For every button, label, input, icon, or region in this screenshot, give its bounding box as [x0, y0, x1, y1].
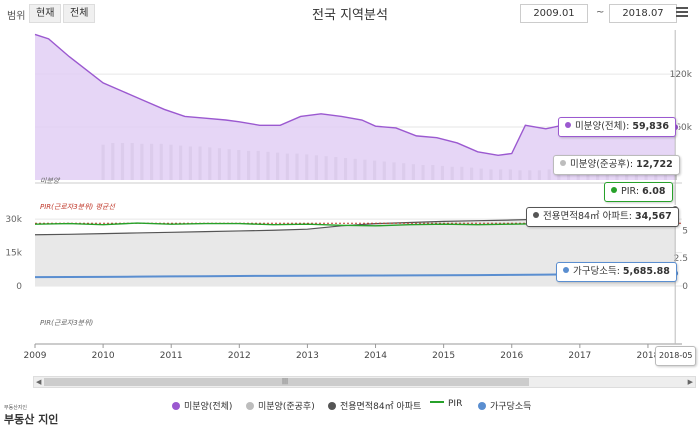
legend-item-income[interactable]: 가구당소득: [478, 399, 531, 412]
legend-line: [430, 401, 444, 403]
legend-item-unsold-total[interactable]: 미분양(전체): [172, 399, 232, 412]
x-tick-label: 2011: [160, 351, 183, 361]
y-tick-label-right: 2.5: [674, 254, 688, 264]
tooltip-unsold-total: 미분양(전체): 59,836: [558, 117, 677, 137]
legend-label: 미분양(준공후): [258, 402, 315, 412]
legend-item-unsold-completed[interactable]: 미분양(준공후): [246, 399, 315, 412]
x-flag-tooltip: 2018-05: [655, 346, 697, 366]
tooltip-dot: [563, 267, 569, 273]
date-from-input[interactable]: 2009.01: [520, 4, 588, 23]
legend-label: 미분양(전체): [184, 402, 233, 412]
range-label: 범위: [7, 11, 26, 22]
scroll-thumb[interactable]: [44, 378, 529, 386]
tooltip-label: 미분양(준공후):: [570, 159, 637, 170]
tooltip-label: 가구당소득:: [573, 266, 623, 277]
y-tick-label-top: 120k: [670, 70, 693, 80]
panel-label-top: 미분양: [40, 177, 60, 185]
page-title: 전국 지역분석: [312, 8, 388, 23]
x-tick-label: 2016: [500, 351, 523, 361]
x-tick-label: 2018: [636, 351, 659, 361]
date-tilde: ~: [596, 7, 605, 18]
x-tick-label: 2013: [296, 351, 319, 361]
logo-small-text: 부동산지인: [4, 405, 28, 411]
legend-dot: [246, 402, 254, 410]
date-to-input[interactable]: 2018.07: [609, 4, 677, 23]
tooltip-dot: [560, 160, 566, 166]
y-tick-label-right: 5: [682, 226, 688, 236]
y-tick-label-top: 60k: [675, 123, 692, 133]
legend-item-apt[interactable]: 전용면적84㎡ 아파트: [328, 399, 421, 412]
legend-item-pir[interactable]: PIR: [430, 399, 462, 409]
x-tick-label: 2009: [24, 351, 47, 361]
panel-label-pir-avg: PIR(근로자3분위) 평균선: [40, 203, 115, 211]
tooltip-label: 미분양(전체):: [575, 121, 633, 132]
tooltip-value: 34,567: [635, 211, 672, 222]
y-tick-label-left: 15k: [5, 249, 22, 259]
chart-svg: 120k 60k 30k 15k 0 5 2.5 0 2009 2010 2011 2012 2013 2…: [5, 30, 693, 361]
x-tick-label: 2015: [432, 351, 455, 361]
tooltip-unsold-completed: 미분양(준공후): 12,722: [553, 155, 680, 175]
tooltip-pir: PIR: 6.08: [604, 182, 673, 202]
area-apt: [35, 208, 676, 286]
x-tick-label: 2010: [92, 351, 115, 361]
y-tick-label-left: 0: [16, 282, 22, 292]
tooltip-income: 가구당소득: 5,685.88: [556, 262, 677, 282]
scroll-grip-icon: |||: [282, 378, 289, 385]
legend-label: 가구당소득: [490, 402, 532, 412]
tooltip-label: PIR:: [621, 186, 643, 197]
tooltip-dot: [611, 187, 617, 193]
scroll-left-arrow[interactable]: ◀: [36, 378, 42, 386]
legend-dot: [328, 402, 336, 410]
x-tick-label: 2017: [568, 351, 591, 361]
logo-text: 부동산 지인: [4, 413, 59, 426]
tooltip-apt: 전용면적84㎡ 아파트: 34,567: [526, 207, 679, 227]
toolbar: 범위 현재 전체 전국 지역분석 2009.01 ~ 2018.07: [0, 0, 700, 28]
legend: 미분양(전체) 미분양(준공후) 전용면적84㎡ 아파트 PIR 가구당소득: [0, 399, 700, 413]
range-current-button[interactable]: 현재: [29, 4, 62, 23]
scroll-right-arrow[interactable]: ▶: [687, 378, 693, 386]
tooltip-dot: [565, 122, 571, 128]
menu-icon[interactable]: [676, 7, 688, 17]
y-tick-label-left: 30k: [5, 215, 22, 225]
range-scrollbar[interactable]: ◀ ||| ▶: [33, 376, 696, 388]
area-unsold-total: [35, 34, 676, 180]
legend-dot: [172, 402, 180, 410]
range-all-button[interactable]: 전체: [63, 4, 96, 23]
tooltip-dot: [533, 212, 539, 218]
legend-dot: [478, 402, 486, 410]
tooltip-value: 59,836: [632, 121, 670, 132]
x-tick-label: 2012: [228, 351, 251, 361]
tooltip-value: 12,722: [636, 159, 673, 170]
panel-label-bottom: PIR(근로자3분위): [40, 319, 94, 327]
legend-label: 전용면적84㎡ 아파트: [340, 402, 422, 412]
tooltip-value: 5,685.88: [622, 266, 670, 277]
legend-label: PIR: [448, 399, 463, 409]
y-tick-label-right: 0: [682, 282, 688, 292]
logo: 부동산지인 부동산 지인: [4, 405, 58, 427]
x-tick-label: 2014: [364, 351, 387, 361]
tooltip-label: 전용면적84㎡ 아파트:: [543, 211, 636, 222]
tooltip-value: 6.08: [642, 186, 666, 197]
